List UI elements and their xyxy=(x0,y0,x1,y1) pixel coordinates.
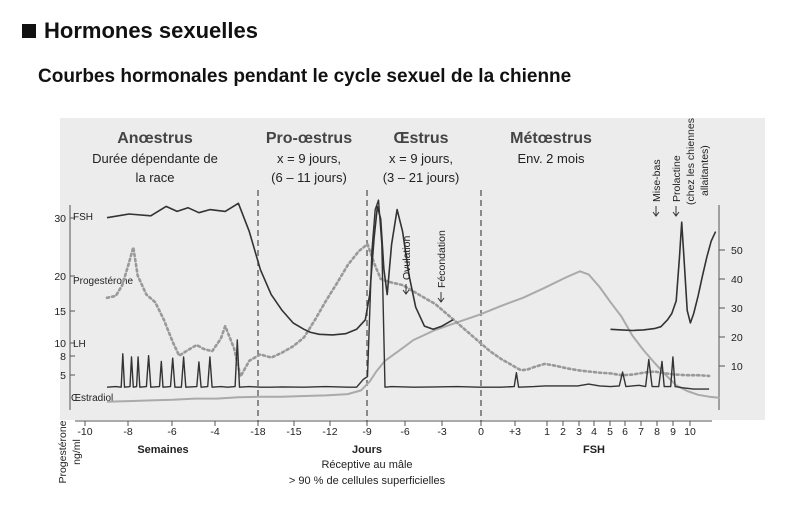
phase-description: x = 9 jours, xyxy=(389,151,453,166)
left-y-tick-label: 20 xyxy=(54,271,66,283)
x-axis-tick-label: 10 xyxy=(684,426,696,438)
right-y-tick-label: 30 xyxy=(731,303,743,315)
series-label-progesterone: Progestérone xyxy=(73,276,133,287)
phase-name: Métœstrus xyxy=(510,130,592,147)
x-axis-tick-label: -6 xyxy=(167,426,176,438)
event-label-allaitantes-1: (chez les chiennes xyxy=(685,118,697,205)
x-axis-tick-label: 6 xyxy=(622,426,628,438)
right-y-tick-label: 50 xyxy=(731,245,743,257)
x-axis-band xyxy=(60,420,765,490)
x-axis-tick-label: 9 xyxy=(670,426,676,438)
series-label-lh: LH xyxy=(73,339,86,350)
page-heading: Hormones sexuelles xyxy=(22,18,258,44)
x-axis-tick-label: -3 xyxy=(437,426,446,438)
x-axis-tick-label: 3 xyxy=(576,426,582,438)
event-label-fecondation: Fécondation xyxy=(436,230,448,288)
event-arrow-fecondation-head xyxy=(437,297,445,303)
left-y-tick-label: 10 xyxy=(54,338,66,350)
x-group-label-semaines: Semaines xyxy=(137,444,188,456)
event-arrow-ovulation-head xyxy=(402,289,410,295)
phase-description: x = 9 jours, xyxy=(277,151,341,166)
x-axis-tick-label: -4 xyxy=(210,426,219,438)
phase-description: Durée dépendante de xyxy=(92,151,218,166)
right-y-tick-label: 20 xyxy=(731,332,743,344)
series-label-fsh: FSH xyxy=(73,212,93,223)
heading-square-icon xyxy=(22,24,36,38)
x-axis-tick-label: 2 xyxy=(560,426,566,438)
left-y-tick-label: 15 xyxy=(54,306,66,318)
chart-subheading: Courbes hormonales pendant le cycle sexu… xyxy=(38,66,572,87)
series-line-fsh xyxy=(106,202,454,336)
event-label-mise-bas: Mise-bas xyxy=(651,159,663,202)
phase-name: Œstrus xyxy=(393,130,448,147)
x-axis-tick-label: 8 xyxy=(654,426,660,438)
x-axis-tick-label: -9 xyxy=(362,426,371,438)
series-label-oestradiol: Œstradiol xyxy=(71,393,113,404)
left-y-tick-label: 5 xyxy=(60,370,66,382)
event-arrow-mise-bas-head xyxy=(652,211,660,217)
x-axis-tick-label: 1 xyxy=(544,426,550,438)
series-line-progestrone xyxy=(105,242,711,378)
series-line-prolactine xyxy=(610,221,717,332)
phase-description: Env. 2 mois xyxy=(518,151,585,166)
y-axis-title-progesterone: Progestérone xyxy=(57,420,69,483)
x-axis-tick-label: 4 xyxy=(591,426,597,438)
page-heading-text: Hormones sexuelles xyxy=(44,18,258,43)
right-y-tick-label: 10 xyxy=(731,361,743,373)
x-axis-tick-label: -18 xyxy=(250,426,265,438)
x-axis-tick-label: -12 xyxy=(322,426,337,438)
left-y-tick-label: 30 xyxy=(54,213,66,225)
phase-description: (3 – 21 jours) xyxy=(383,170,460,185)
event-label-allaitantes-2: allaitantes) xyxy=(699,145,711,196)
x-group-label-jours: Jours xyxy=(352,444,382,456)
left-y-tick-label: 8 xyxy=(60,351,66,363)
footnote-cells: > 90 % de cellules superficielles xyxy=(289,475,446,487)
event-label-ovulation: Ovulation xyxy=(401,235,413,280)
x-axis-tick-label: -10 xyxy=(77,426,92,438)
x-axis-tick-label: +3 xyxy=(509,426,521,438)
footnote-receptive: Réceptive au mâle xyxy=(321,459,412,471)
event-arrow-prolactine-head xyxy=(672,211,680,217)
x-group-label-fsh: FSH xyxy=(583,444,605,456)
event-label-prolactine: Prolactine xyxy=(671,155,683,202)
x-axis-tick-label: 0 xyxy=(478,426,484,438)
x-axis-tick-label: -15 xyxy=(286,426,301,438)
x-axis-tick-label: -8 xyxy=(123,426,132,438)
right-y-tick-label: 40 xyxy=(731,274,743,286)
series-line-lh xyxy=(106,199,710,390)
x-axis-tick-label: -6 xyxy=(400,426,409,438)
phase-description: (6 – 11 jours) xyxy=(271,170,347,185)
x-axis-tick-label: 5 xyxy=(607,426,613,438)
x-axis-tick-label: 7 xyxy=(638,426,644,438)
phase-name: Anœstrus xyxy=(117,130,193,147)
phase-description: la race xyxy=(135,170,174,185)
phase-name: Pro-œstrus xyxy=(266,130,352,147)
y-axis-title-unit: ng/ml xyxy=(71,439,83,465)
